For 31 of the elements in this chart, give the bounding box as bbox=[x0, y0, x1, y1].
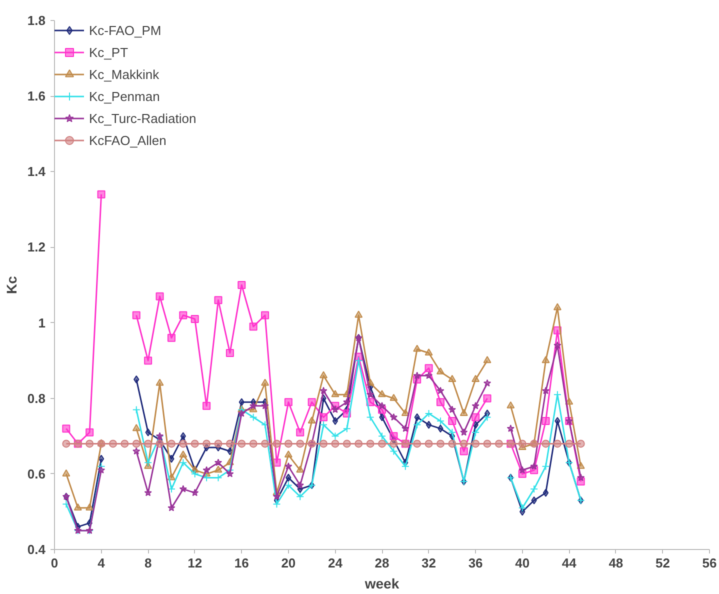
x-tick-label: 8 bbox=[144, 556, 152, 570]
x-tick-label: 20 bbox=[281, 556, 296, 570]
y-tick-label: 0.8 bbox=[27, 390, 46, 406]
x-tick-label: 28 bbox=[374, 556, 390, 570]
x-tick-label: 52 bbox=[655, 556, 670, 570]
y-tick-label: 1.8 bbox=[27, 13, 46, 28]
y-tick-label: 1.2 bbox=[27, 240, 46, 255]
x-tick-label: 12 bbox=[188, 556, 202, 570]
x-tick-label: 56 bbox=[702, 556, 717, 570]
legend-label: Kc_PT bbox=[89, 44, 128, 60]
x-tick-label: 32 bbox=[422, 556, 436, 570]
y-tick-label: 1 bbox=[38, 315, 46, 330]
x-tick-label: 24 bbox=[328, 556, 344, 570]
y-tick-label: 1.6 bbox=[27, 88, 46, 104]
x-tick-label: 16 bbox=[234, 556, 249, 570]
x-tick-label: 44 bbox=[562, 556, 578, 570]
y-tick-label: 0.6 bbox=[27, 466, 46, 482]
x-tick-label: 36 bbox=[468, 556, 483, 570]
x-tick-label: 48 bbox=[608, 556, 624, 570]
x-axis-title: week bbox=[364, 576, 400, 592]
y-tick-label: 0.4 bbox=[27, 542, 46, 557]
legend-label: Kc-FAO_PM bbox=[89, 22, 162, 38]
x-tick-label: 0 bbox=[50, 556, 58, 570]
legend-label: Kc_Turc-Radiation bbox=[89, 110, 196, 126]
x-tick-label: 40 bbox=[515, 556, 530, 570]
legend-label: Kc_Makkink bbox=[89, 66, 160, 82]
y-tick-label: 1.4 bbox=[27, 164, 46, 180]
legend-label: Kc_Penman bbox=[89, 88, 160, 104]
x-tick-label: 4 bbox=[98, 556, 106, 570]
legend-label: KcFAO_Allen bbox=[89, 132, 166, 148]
y-axis-title: Kc bbox=[3, 276, 20, 294]
